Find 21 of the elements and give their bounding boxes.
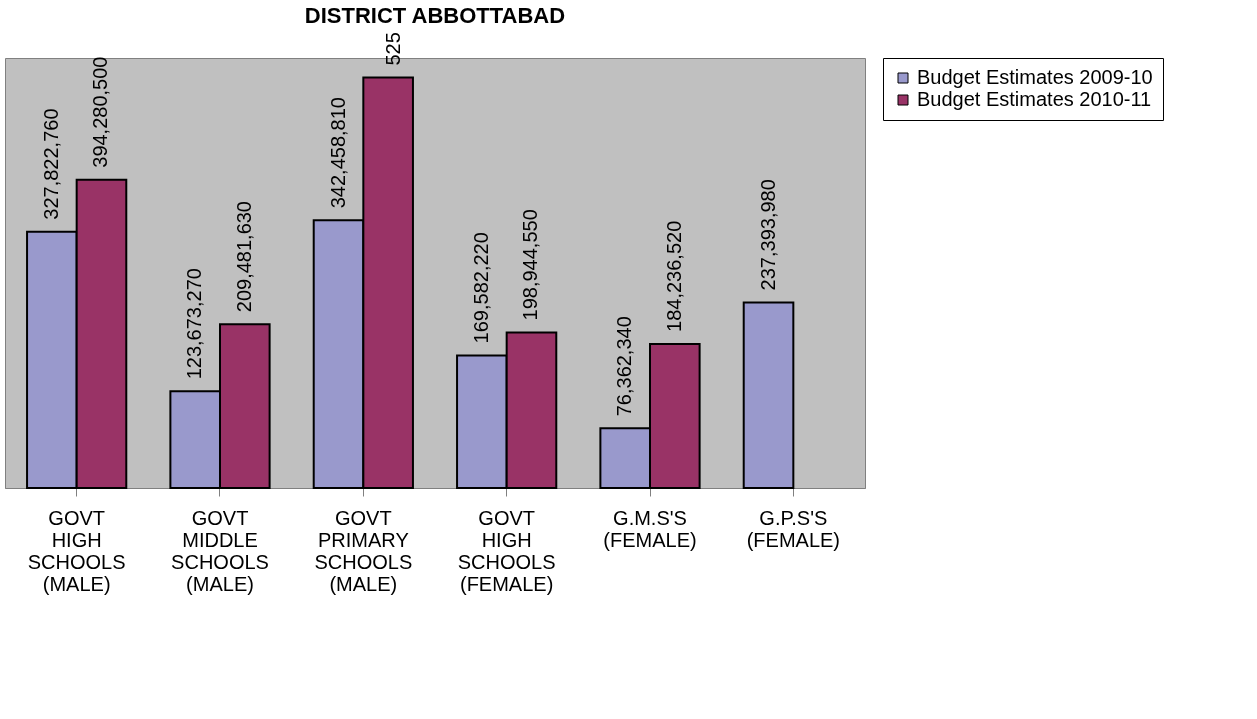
legend-label: Budget Estimates 2009-10	[917, 66, 1153, 88]
data-label: 394,280,500	[89, 56, 112, 168]
data-label: 237,393,980	[756, 179, 779, 291]
data-label: 169,582,220	[469, 232, 492, 344]
x-tick-label: GOVT HIGH SCHOOLS (FEMALE)	[457, 506, 556, 595]
data-label: 123,673,270	[183, 268, 206, 380]
chart-title: DISTRICT ABBOTTABAD	[304, 3, 566, 29]
data-label: 76,362,340	[613, 316, 636, 417]
data-label: 342,458,810	[326, 97, 349, 209]
x-tick-label: G.M.S'S (FEMALE)	[603, 506, 697, 551]
data-label: 209,481,630	[232, 200, 255, 313]
x-tick-label: GOVT PRIMARY SCHOOLS (MALE)	[314, 506, 413, 595]
legend-label: Budget Estimates 2010-11	[917, 88, 1152, 110]
x-tick-label: G.P.S'S (FEMALE)	[746, 506, 841, 551]
data-label: 198,944,550	[519, 209, 542, 321]
x-tick-label: GOVT HIGH SCHOOLS (MALE)	[27, 506, 126, 595]
data-label: 184,236,520	[662, 220, 685, 332]
bar	[742, 301, 795, 489]
annotation: 525	[382, 32, 405, 66]
x-tick-label: GOVT MIDDLE SCHOOLS (MALE)	[171, 506, 269, 595]
data-label: 327,822,760	[39, 108, 62, 220]
